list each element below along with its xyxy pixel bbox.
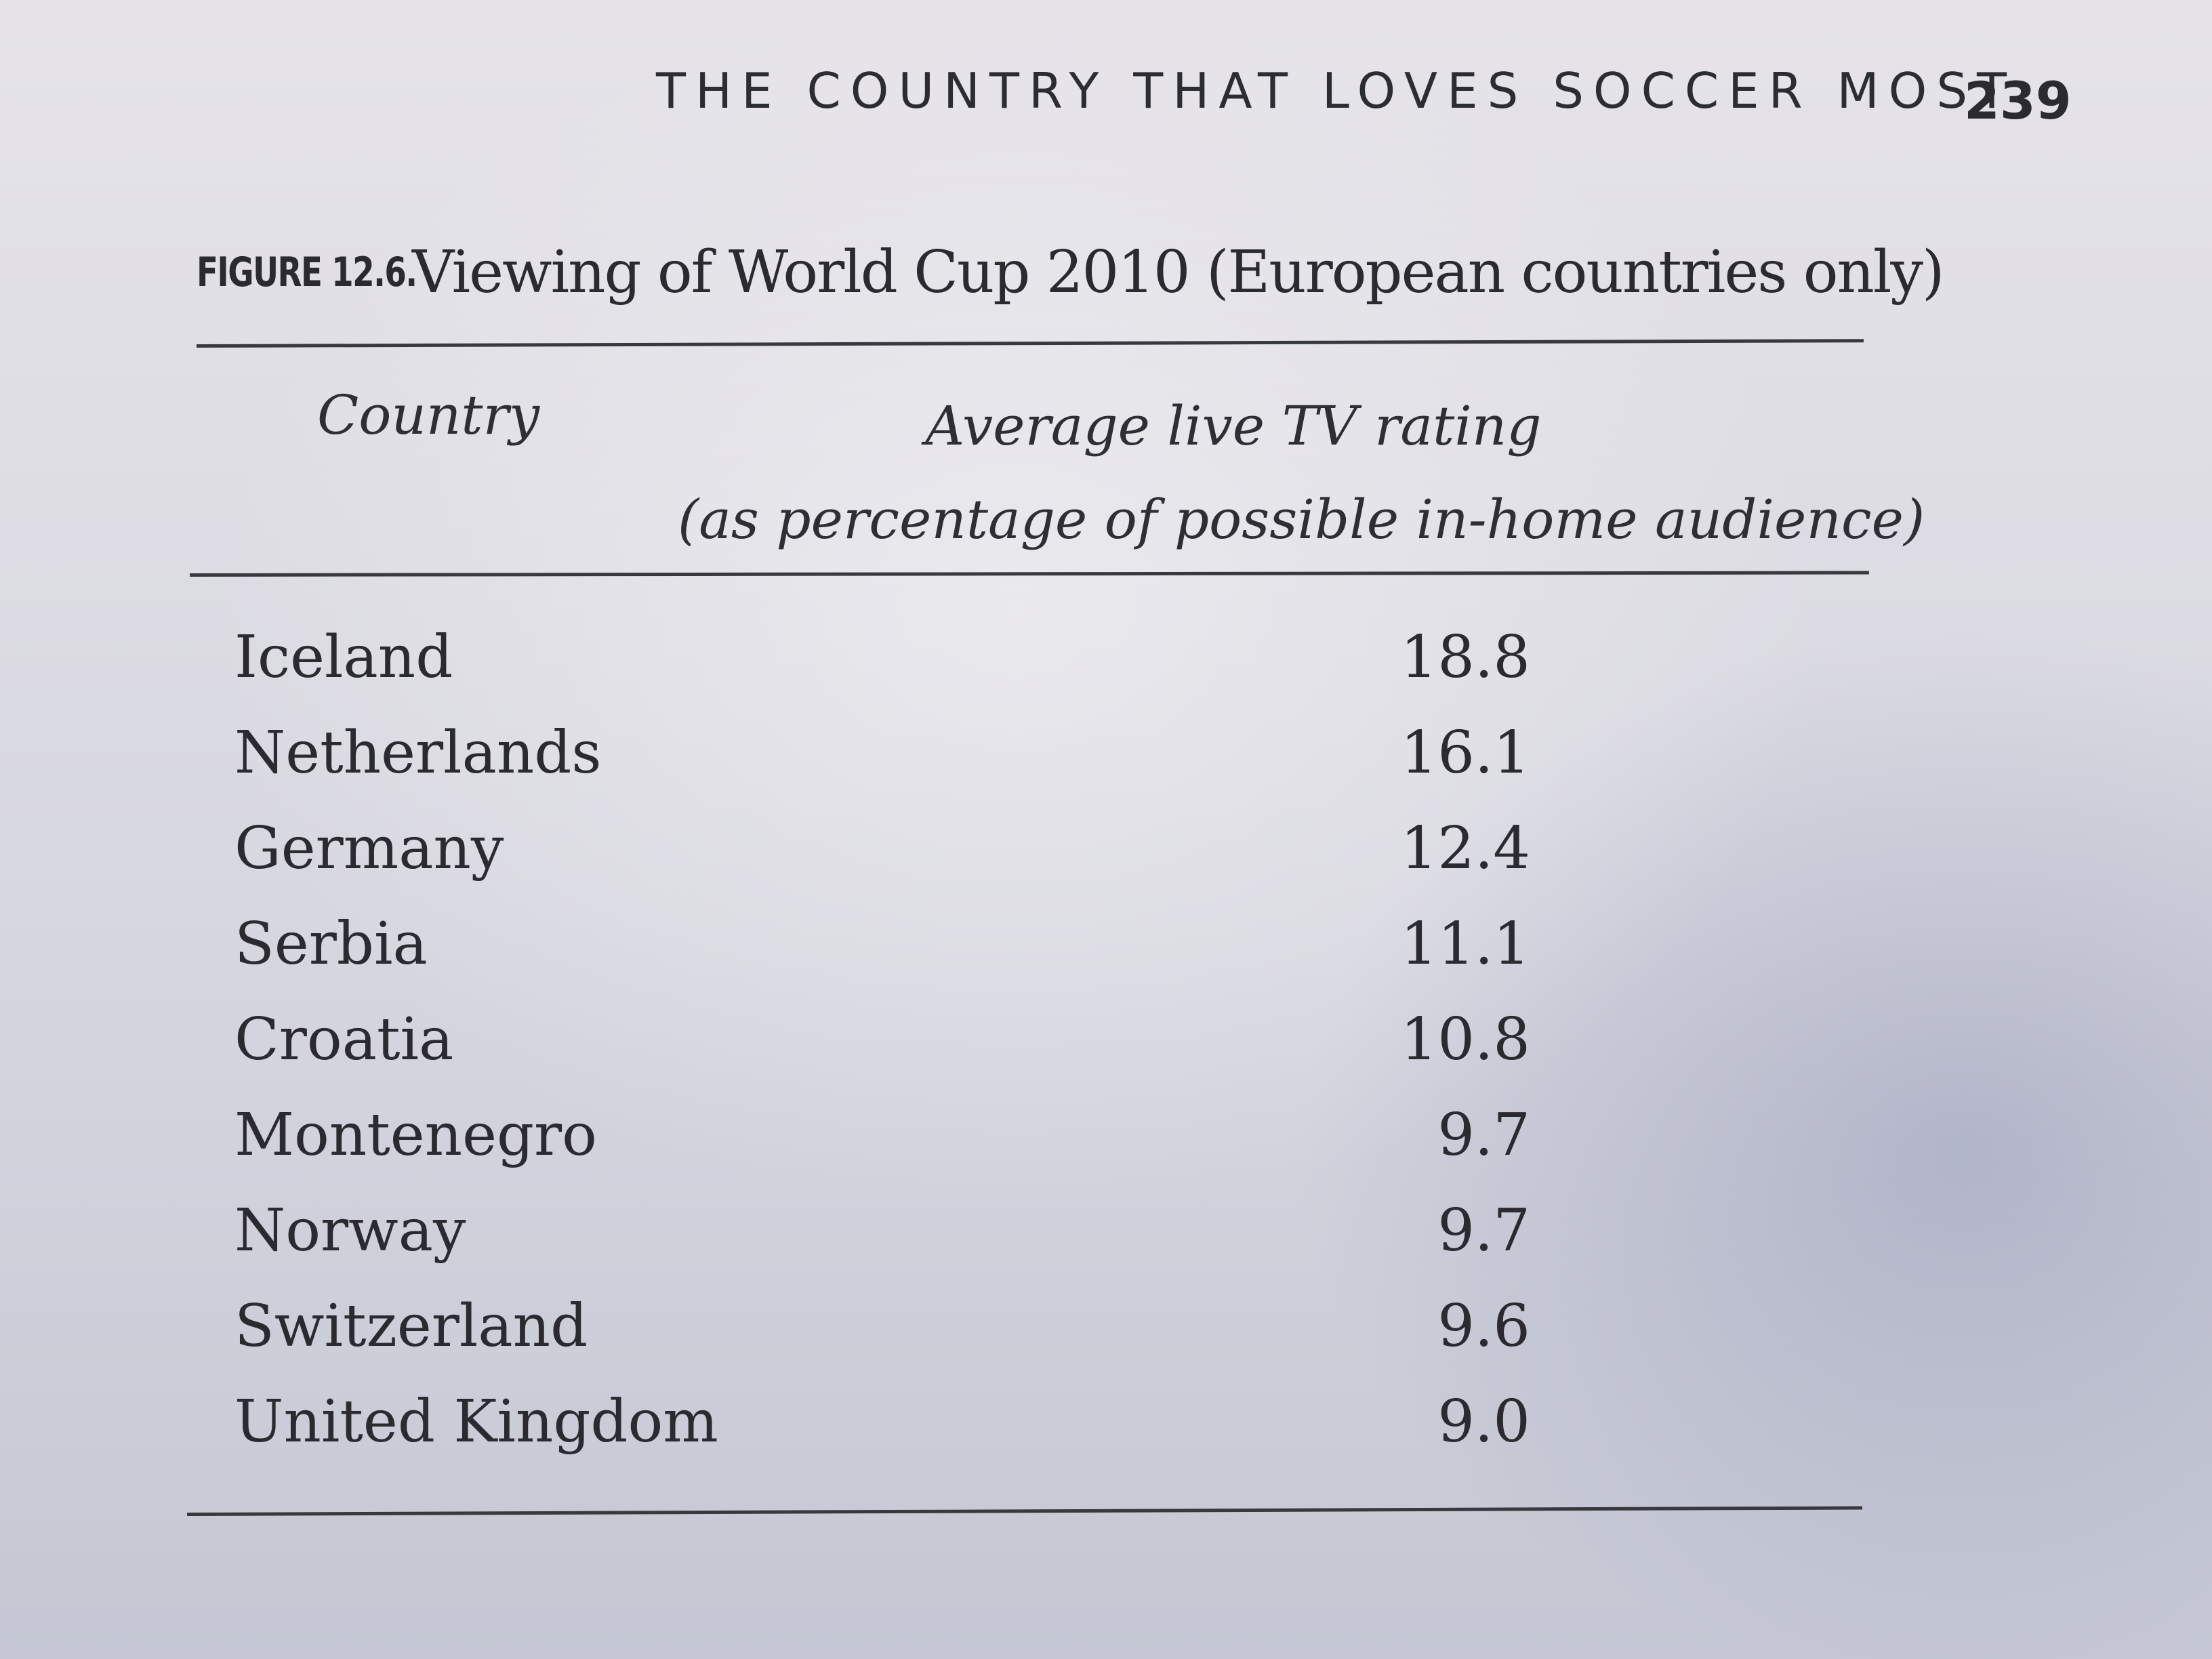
rating-cell: 11.1 bbox=[1400, 910, 1530, 978]
table-header-rule bbox=[189, 571, 1870, 577]
column-header-rating-line1: Average live TV rating bbox=[925, 394, 1542, 457]
rating-cell: 9.7 bbox=[1437, 1197, 1530, 1265]
column-header-rating-line2: (as percentage of possible in-home audie… bbox=[678, 488, 1925, 551]
table-row: Germany 12.4 bbox=[234, 815, 1530, 910]
country-cell: Montenegro bbox=[234, 1101, 597, 1169]
table-row: Switzerland 9.6 bbox=[234, 1292, 1530, 1388]
table-bottom-rule bbox=[186, 1506, 1862, 1516]
country-cell: Norway bbox=[234, 1197, 466, 1265]
figure-label: FIGURE 12.6. bbox=[197, 249, 417, 296]
rating-cell: 9.7 bbox=[1437, 1101, 1530, 1169]
country-cell: Serbia bbox=[234, 910, 428, 978]
rating-cell: 9.6 bbox=[1437, 1292, 1530, 1360]
figure-title: Viewing of World Cup 2010 (European coun… bbox=[412, 239, 1945, 306]
table-row: Croatia 10.8 bbox=[234, 1006, 1530, 1101]
rating-cell: 16.1 bbox=[1400, 719, 1530, 787]
rating-cell: 18.8 bbox=[1400, 623, 1530, 691]
table-body: Iceland 18.8 Netherlands 16.1 Germany 12… bbox=[234, 623, 1530, 1483]
figure-caption: FIGURE 12.6.Viewing of World Cup 2010 (E… bbox=[197, 239, 1945, 306]
table-row: United Kingdom 9.0 bbox=[234, 1388, 1530, 1483]
country-cell: Switzerland bbox=[234, 1292, 588, 1360]
country-cell: Germany bbox=[234, 815, 504, 882]
table-row: Iceland 18.8 bbox=[234, 623, 1530, 719]
column-header-rating: Average live TV rating (as percentage of… bbox=[678, 380, 1925, 567]
table-top-rule bbox=[196, 339, 1864, 348]
table-row: Netherlands 16.1 bbox=[234, 719, 1530, 815]
column-header-country: Country bbox=[317, 384, 540, 447]
country-cell: Iceland bbox=[234, 623, 453, 691]
table-row: Norway 9.7 bbox=[234, 1197, 1530, 1292]
rating-cell: 9.0 bbox=[1437, 1388, 1530, 1456]
rating-cell: 10.8 bbox=[1400, 1006, 1530, 1073]
country-cell: United Kingdom bbox=[234, 1388, 718, 1456]
country-cell: Croatia bbox=[234, 1006, 454, 1073]
table-row: Montenegro 9.7 bbox=[234, 1101, 1530, 1197]
table-row: Serbia 11.1 bbox=[234, 910, 1530, 1006]
country-cell: Netherlands bbox=[234, 719, 602, 787]
running-head: THE COUNTRY THAT LOVES SOCCER MOST bbox=[656, 62, 2017, 119]
rating-cell: 12.4 bbox=[1400, 815, 1530, 882]
page-number: 239 bbox=[1964, 70, 2072, 131]
